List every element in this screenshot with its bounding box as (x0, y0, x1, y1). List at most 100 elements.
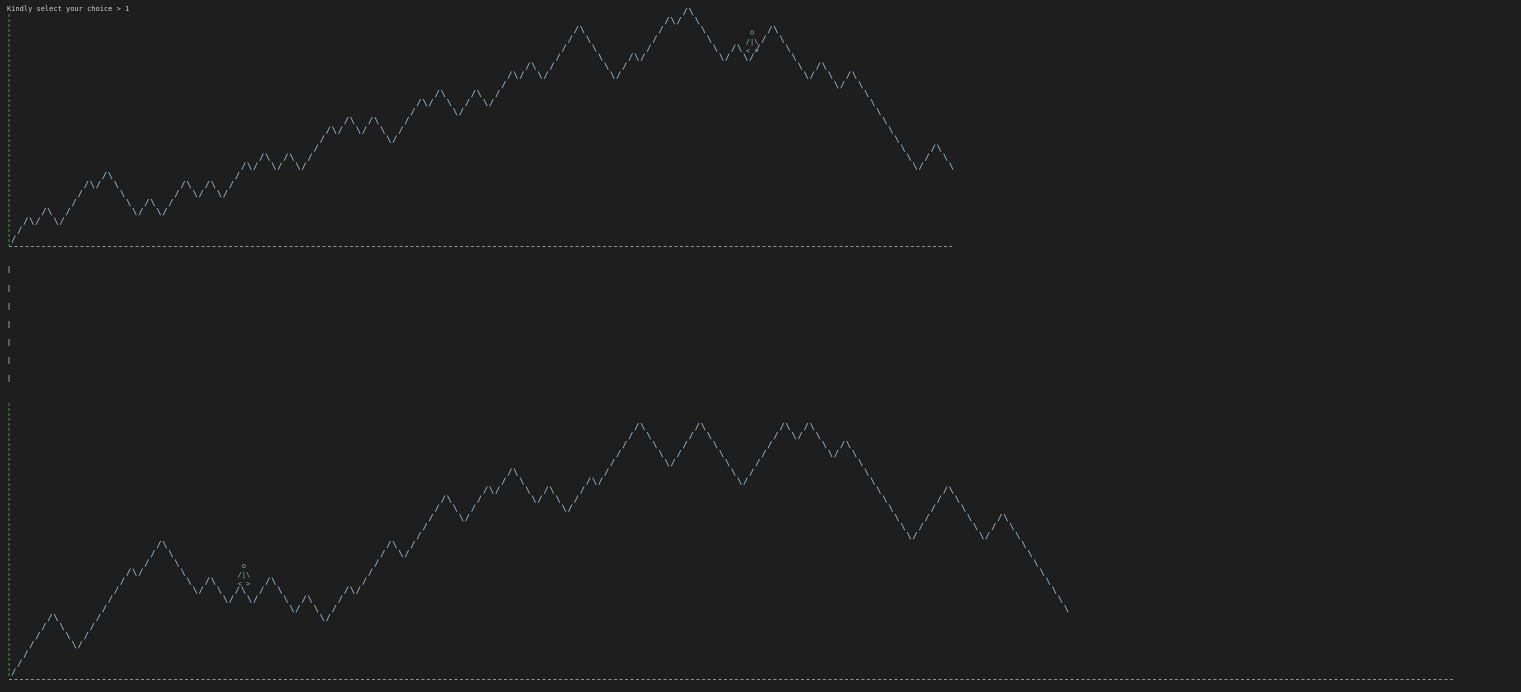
walker-legs: < > (238, 580, 251, 588)
slope-down-glyph: \ (882, 495, 887, 505)
slope-down-glyph: \ (380, 126, 385, 136)
slope-up-glyph: / (610, 459, 615, 469)
slope-down-glyph: \ (882, 117, 887, 127)
slope-down-glyph: \ (537, 71, 542, 81)
slope-down-glyph: \ (586, 35, 591, 45)
slope-up-glyph: / (761, 35, 766, 45)
slope-up-glyph: / (912, 532, 917, 542)
mountain-top: ///\//\\/////\//\\\\\//\\////\\//\\////\… (8, 8, 954, 247)
mountain-top-strokes: ///\//\\/////\//\\\\\//\\////\\//\\////\… (11, 8, 954, 246)
slope-up-glyph: / (65, 208, 70, 218)
slope-up-glyph: / (59, 217, 64, 227)
slope-up-glyph: / (368, 568, 373, 578)
slope-down-glyph: \ (562, 504, 567, 514)
slope-up-glyph: / (144, 559, 149, 569)
slope-up-glyph: / (17, 226, 22, 236)
slope-up-glyph: / (259, 153, 264, 163)
slope-down-glyph: \ (912, 162, 917, 172)
slope-down-glyph: \ (943, 153, 948, 163)
slope-down-glyph: \ (477, 89, 482, 99)
slope-up-glyph: / (598, 477, 603, 487)
slope-down-glyph: \ (1064, 604, 1069, 614)
slope-up-glyph: / (108, 595, 113, 605)
slope-up-glyph: / (441, 495, 446, 505)
slope-down-glyph: \ (132, 208, 137, 218)
slope-up-glyph: / (658, 26, 663, 36)
slope-up-glyph: / (386, 541, 391, 551)
slope-down-glyph: \ (1021, 541, 1026, 551)
slope-down-glyph: \ (193, 586, 198, 596)
slope-up-glyph: / (749, 468, 754, 478)
slope-up-glyph: / (568, 504, 573, 514)
walker-figure-bottom: o/|\< > (238, 562, 251, 588)
slope-down-glyph: \ (719, 450, 724, 460)
slope-up-glyph: / (398, 126, 403, 136)
slope-up-glyph: / (483, 486, 488, 496)
slope-down-glyph: \ (386, 135, 391, 145)
slope-down-glyph: \ (858, 459, 863, 469)
slope-up-glyph: / (525, 62, 530, 72)
slope-up-glyph: / (767, 441, 772, 451)
slope-down-glyph: \ (277, 586, 282, 596)
slope-down-glyph: \ (156, 208, 161, 218)
slope-up-glyph: / (507, 468, 512, 478)
slope-down-glyph: \ (713, 44, 718, 54)
slope-down-glyph: \ (223, 595, 228, 605)
slope-up-glyph: / (223, 190, 228, 200)
slope-up-glyph: / (435, 89, 440, 99)
slope-down-glyph: \ (314, 604, 319, 614)
slope-up-glyph: / (634, 422, 639, 432)
slope-up-glyph: / (344, 117, 349, 127)
slope-down-glyph: \ (695, 17, 700, 27)
slope-up-glyph: / (17, 659, 22, 669)
slope-up-glyph: / (465, 99, 470, 109)
slope-down-glyph: \ (1033, 559, 1038, 569)
slope-up-glyph: / (428, 513, 433, 523)
slope-down-glyph: \ (1015, 532, 1020, 542)
slope-down-glyph: \ (725, 459, 730, 469)
slope-up-glyph: / (301, 595, 306, 605)
slope-down-glyph: \ (174, 559, 179, 569)
slope-up-glyph: / (326, 613, 331, 623)
slope-down-glyph: \ (640, 422, 645, 432)
slope-down-glyph: \ (967, 513, 972, 523)
slope-up-glyph: / (168, 199, 173, 209)
walker-head: o (242, 562, 246, 570)
slope-down-glyph: \ (53, 613, 58, 623)
slope-down-glyph: \ (701, 26, 706, 36)
slope-up-glyph: / (307, 153, 312, 163)
walker-legs: < > (746, 47, 759, 55)
slope-up-glyph: / (102, 604, 107, 614)
slope-down-glyph: \ (186, 180, 191, 190)
slope-down-glyph: \ (864, 89, 869, 99)
slope-down-glyph: \ (822, 441, 827, 451)
slope-up-glyph: / (507, 71, 512, 81)
slope-down-glyph: \ (53, 217, 58, 227)
slope-up-glyph: / (810, 71, 815, 81)
slope-up-glyph: / (773, 431, 778, 441)
slope-down-glyph: \ (689, 8, 694, 18)
slope-down-glyph: \ (59, 623, 64, 633)
slope-down-glyph: \ (374, 117, 379, 127)
slope-up-glyph: / (834, 450, 839, 460)
slope-up-glyph: / (416, 532, 421, 542)
slope-up-glyph: / (47, 613, 52, 623)
walker-body: /|\ (238, 571, 251, 579)
slope-down-glyph: \ (791, 53, 796, 63)
slope-up-glyph: / (96, 613, 101, 623)
slope-up-glyph: / (392, 135, 397, 145)
slope-down-glyph: \ (852, 71, 857, 81)
slope-up-glyph: / (646, 44, 651, 54)
slope-up-glyph: / (997, 513, 1002, 523)
slope-up-glyph: / (846, 71, 851, 81)
slope-down-glyph: \ (876, 486, 881, 496)
slope-up-glyph: / (798, 431, 803, 441)
slope-up-glyph: / (574, 26, 579, 36)
slope-up-glyph: / (138, 208, 143, 218)
slope-up-glyph: / (72, 199, 77, 209)
slope-down-glyph: \ (525, 486, 530, 496)
slope-up-glyph: / (344, 586, 349, 596)
slope-down-glyph: \ (979, 532, 984, 542)
slope-down-glyph: \ (906, 153, 911, 163)
slope-down-glyph: \ (65, 632, 70, 642)
